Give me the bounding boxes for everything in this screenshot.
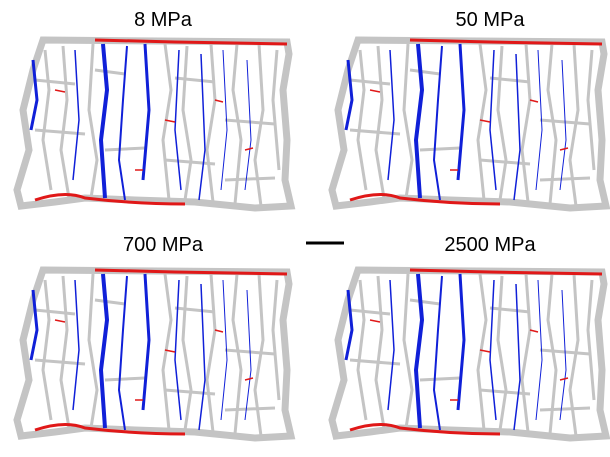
panel-image [332, 270, 606, 438]
panel-label: 8 MPa [134, 9, 193, 31]
panel-image [332, 40, 606, 208]
panel-image [17, 40, 291, 208]
panel-label: 2500 MPa [444, 234, 536, 256]
panel-label: 700 MPa [123, 234, 204, 256]
panel-label: 50 MPa [456, 9, 526, 31]
panel-image [17, 270, 291, 438]
